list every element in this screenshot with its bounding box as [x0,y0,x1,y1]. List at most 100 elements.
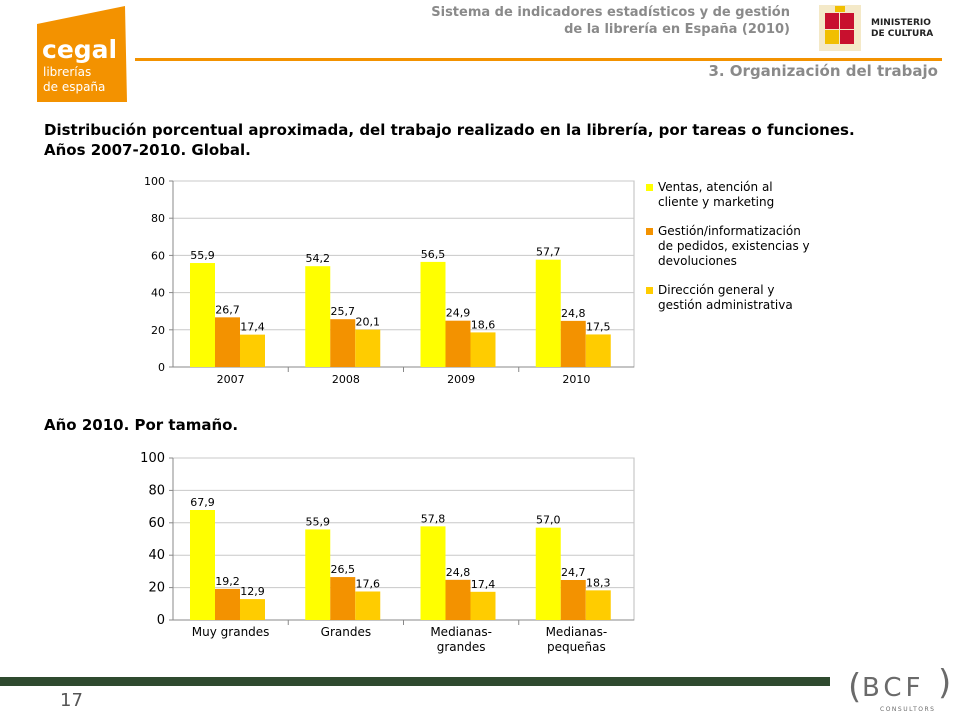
ministry-text-line1: MINISTERIO [871,18,931,28]
bar [445,579,471,620]
data-label: 24,8 [446,566,471,579]
bar [470,332,496,367]
chart-title-global: Distribución porcentual aproximada, del … [44,120,944,160]
y-tick-label: 20 [151,324,165,337]
y-tick-label: 0 [157,613,165,628]
x-tick-label: 2008 [332,373,360,386]
bar [470,591,496,620]
x-tick-label: 2010 [562,373,590,386]
footer-bar [0,677,830,686]
page-number: 17 [60,690,83,711]
bcf-paren-left: ( [848,667,861,707]
legend: Ventas, atención al cliente y marketing … [646,180,846,327]
chart-title-line2: Años 2007-2010. Global. [44,141,251,159]
data-label: 56,5 [421,248,446,261]
data-label: 55,9 [306,515,331,528]
bar [535,259,561,367]
section-title: 3. Organización del trabajo [708,62,938,80]
x-tick-label: 2009 [447,373,475,386]
legend-label: Gestión/informatización [658,224,801,238]
logo-text-cegal: cegal [42,35,117,64]
bar [535,527,561,620]
bar [355,591,381,620]
data-label: 67,9 [190,496,215,509]
logo-text-espana: de españa [43,80,105,94]
cegal-logo: cegal librerías de españa [37,6,127,102]
bar [330,319,356,367]
bar [560,579,586,620]
bar [190,263,215,367]
data-label: 24,8 [561,307,586,320]
data-label: 19,2 [215,575,240,588]
legend-label: de pedidos, existencias y [658,239,810,253]
bar [420,526,446,620]
bar [420,261,446,367]
legend-label: Dirección general y [658,283,775,297]
x-tick-label: grandes [437,640,486,654]
x-tick-label: Grandes [321,625,371,639]
legend-item-gestion: Gestión/informatización de pedidos, exis… [646,224,846,269]
bcf-paren-right: ) [938,663,951,703]
bar [355,329,381,367]
y-tick-label: 40 [148,548,165,563]
bar [330,577,356,620]
data-label: 57,7 [536,246,561,259]
y-tick-label: 80 [148,483,165,498]
bcf-logo: ( BCF ) CONSULTORS [848,663,951,713]
y-tick-label: 100 [144,175,165,188]
legend-label: cliente y marketing [658,195,775,209]
y-tick-label: 80 [151,212,165,225]
data-label: 57,8 [421,512,446,525]
data-label: 20,1 [356,316,381,329]
x-tick-label: pequeñas [547,640,606,654]
y-tick-label: 20 [148,581,165,596]
x-tick-label: Medianas- [546,625,608,639]
x-tick-label: Muy grandes [192,625,270,639]
data-label: 12,9 [240,585,265,598]
data-label: 17,6 [356,577,381,590]
chart-global-by-year: 0 20 40 60 80 100 55,9 26,717,4 2007 54,2 25,720,1… [144,175,635,386]
bar [585,334,611,367]
legend-item-direccion: Dirección general y gestión administrati… [646,283,846,313]
legend-item-ventas: Ventas, atención al cliente y marketing [646,180,846,210]
y-tick-label: 60 [151,249,165,262]
bar [585,590,611,620]
report-title-line2: de la librería en España (2010) [564,22,790,37]
legend-label: Ventas, atención al [658,180,773,194]
x-tick-label: 2007 [217,373,245,386]
legend-swatch-gestion [646,228,653,235]
y-tick-label: 40 [151,287,165,300]
y-tick-label: 100 [140,451,165,466]
legend-swatch-direccion [646,287,653,294]
data-label: 55,9 [190,249,215,262]
y-tick-label: 0 [158,361,165,374]
bcf-brand: BCF [862,673,925,703]
logo-text-librerias: librerías [43,65,91,79]
bar [240,334,265,367]
bar [560,320,586,367]
data-label: 18,6 [471,318,496,331]
bar [190,510,215,620]
legend-label: devoluciones [658,254,737,268]
report-title: Sistema de indicadores estadísticos y de… [380,4,790,38]
x-tick-label: Medianas- [430,625,492,639]
data-label: 24,9 [446,307,471,320]
report-title-line1: Sistema de indicadores estadísticos y de… [431,5,790,20]
chart-title-line1: Distribución porcentual aproximada, del … [44,121,855,139]
header-divider [135,58,942,61]
legend-swatch-ventas [646,184,653,191]
data-label: 26,5 [331,563,356,576]
bar [445,320,471,367]
data-label: 18,3 [586,576,611,589]
data-label: 26,7 [215,303,240,316]
bar [305,529,331,620]
ministry-logo: MINISTERIO DE CULTURA [819,5,933,51]
bcf-subtitle: CONSULTORS [880,706,935,713]
data-label: 17,5 [586,320,611,333]
data-label: 17,4 [471,578,496,591]
bar [240,599,265,620]
data-label: 54,2 [306,252,331,265]
bar [215,317,240,367]
data-label: 24,7 [561,566,586,579]
data-label: 25,7 [331,305,356,318]
